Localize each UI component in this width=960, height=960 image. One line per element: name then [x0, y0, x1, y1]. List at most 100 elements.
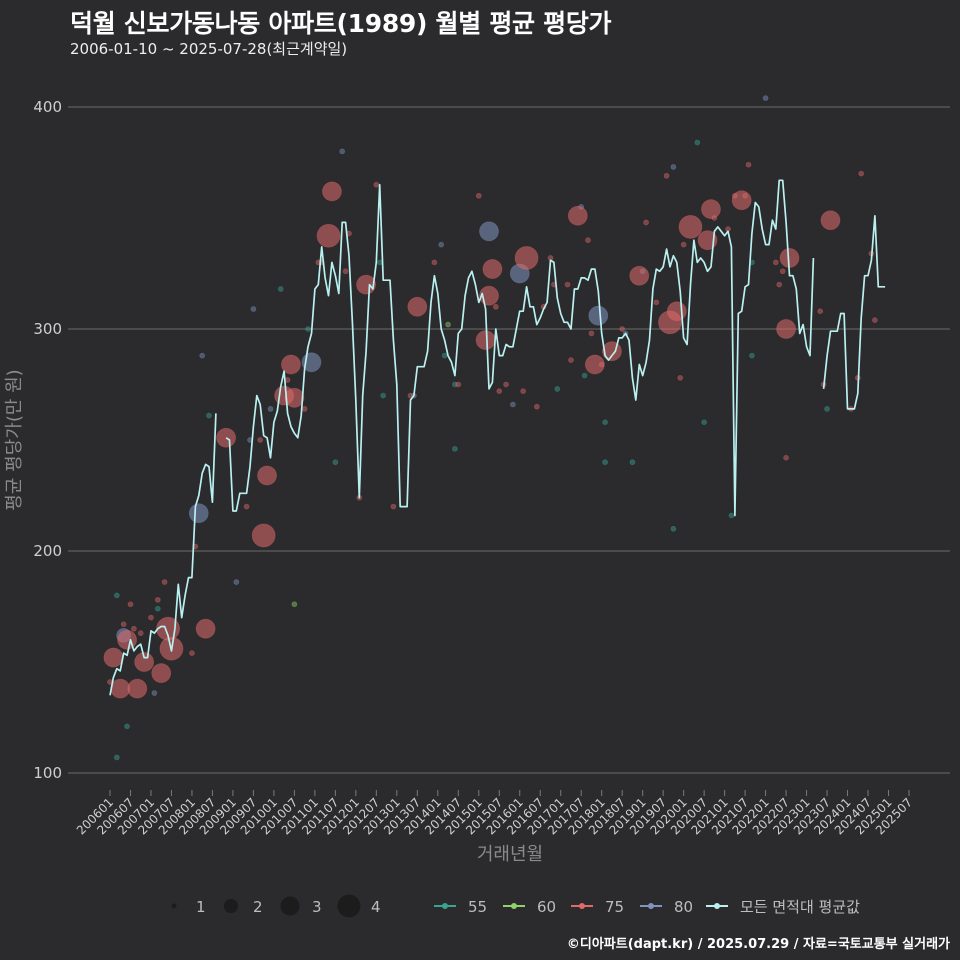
data-point: [332, 459, 339, 466]
data-point: [514, 246, 539, 270]
y-axis-title: 평균 평당가(만 원): [4, 369, 25, 510]
color-legend-label: 모든 면적대 평균값: [740, 898, 860, 916]
data-point: [195, 618, 216, 639]
data-point: [103, 647, 124, 668]
data-point: [291, 601, 298, 608]
data-point: [479, 221, 499, 242]
data-point: [277, 286, 284, 292]
data-point: [322, 181, 342, 202]
data-point: [762, 95, 769, 102]
average-line: [109, 413, 217, 696]
data-point: [451, 381, 458, 388]
data-point: [257, 465, 277, 486]
size-legend-key: [337, 894, 361, 918]
data-point: [670, 164, 677, 170]
data-point: [380, 392, 387, 399]
data-point: [602, 459, 609, 466]
data-point: [127, 678, 148, 699]
data-point: [602, 419, 609, 426]
color-legend-dot: [442, 903, 448, 909]
color-legend-dot: [511, 903, 517, 909]
y-tick-label: 300: [33, 320, 62, 338]
data-point: [871, 317, 878, 324]
data-point: [496, 388, 503, 395]
size-legend-key: [280, 896, 300, 916]
data-point: [564, 281, 571, 288]
y-tick-label: 400: [33, 98, 62, 116]
data-point: [520, 388, 527, 395]
x-axis-title: 거래년월: [477, 844, 543, 865]
data-point: [503, 381, 509, 388]
data-point: [131, 625, 137, 632]
data-point: [110, 678, 131, 699]
color-legend-label: 75: [605, 898, 624, 916]
data-point: [701, 199, 721, 220]
data-point: [510, 401, 516, 408]
data-point: [281, 354, 301, 375]
data-point: [305, 326, 311, 332]
data-point: [316, 223, 341, 248]
data-point: [216, 427, 236, 448]
data-point: [134, 652, 155, 672]
data-point: [588, 330, 595, 337]
data-point: [445, 321, 451, 328]
data-point: [117, 629, 137, 650]
size-legend-label: 1: [196, 898, 206, 916]
data-point: [438, 241, 445, 248]
data-point: [267, 406, 274, 412]
chart-title: 덕월 신보가동나동 아파트(1989) 월별 평균 평당가: [70, 9, 612, 38]
data-point: [120, 621, 127, 628]
data-point: [251, 523, 276, 548]
data-point: [858, 170, 865, 177]
color-legend-dot: [714, 903, 720, 909]
data-point: [585, 237, 591, 244]
data-point: [199, 352, 206, 359]
size-legend-label: 4: [371, 898, 381, 916]
average-line: [225, 179, 815, 517]
data-point: [745, 161, 752, 168]
data-point: [663, 172, 670, 179]
data-point: [127, 601, 134, 608]
size-legend-key: [171, 903, 177, 909]
data-point: [567, 205, 588, 226]
data-point: [619, 326, 626, 332]
color-legend-label: 55: [468, 898, 487, 916]
data-point: [783, 454, 789, 461]
data-point: [492, 303, 499, 310]
data-point: [475, 330, 496, 351]
data-point: [629, 265, 650, 286]
data-point: [658, 310, 682, 335]
data-point: [749, 352, 755, 359]
chart-caption: ©디아파트(dapt.kr) / 2025.07.29 / 자료=국토교통부 실…: [566, 937, 950, 952]
color-legend-dot: [579, 903, 585, 909]
data-point: [455, 381, 462, 388]
color-legend-label: 80: [674, 898, 693, 916]
data-point: [776, 319, 796, 339]
data-point: [653, 299, 660, 306]
data-point: [148, 614, 154, 621]
data-point: [451, 445, 458, 452]
data-point: [137, 630, 144, 637]
data-point: [701, 419, 708, 426]
data-point: [284, 387, 305, 408]
data-point: [301, 406, 308, 412]
data-point: [728, 512, 735, 519]
data-point: [189, 650, 195, 657]
data-point: [113, 754, 120, 761]
size-legend-label: 3: [312, 898, 322, 916]
data-point: [776, 281, 783, 288]
data-point: [643, 219, 649, 226]
data-point: [588, 305, 609, 326]
y-tick-label: 100: [33, 764, 62, 782]
data-point: [390, 503, 397, 510]
data-point: [554, 386, 561, 392]
data-point: [124, 723, 130, 730]
data-point: [376, 259, 383, 266]
data-point: [817, 308, 824, 315]
data-point: [629, 459, 636, 466]
data-point: [431, 259, 438, 266]
data-point: [161, 579, 168, 585]
data-point: [475, 192, 482, 199]
